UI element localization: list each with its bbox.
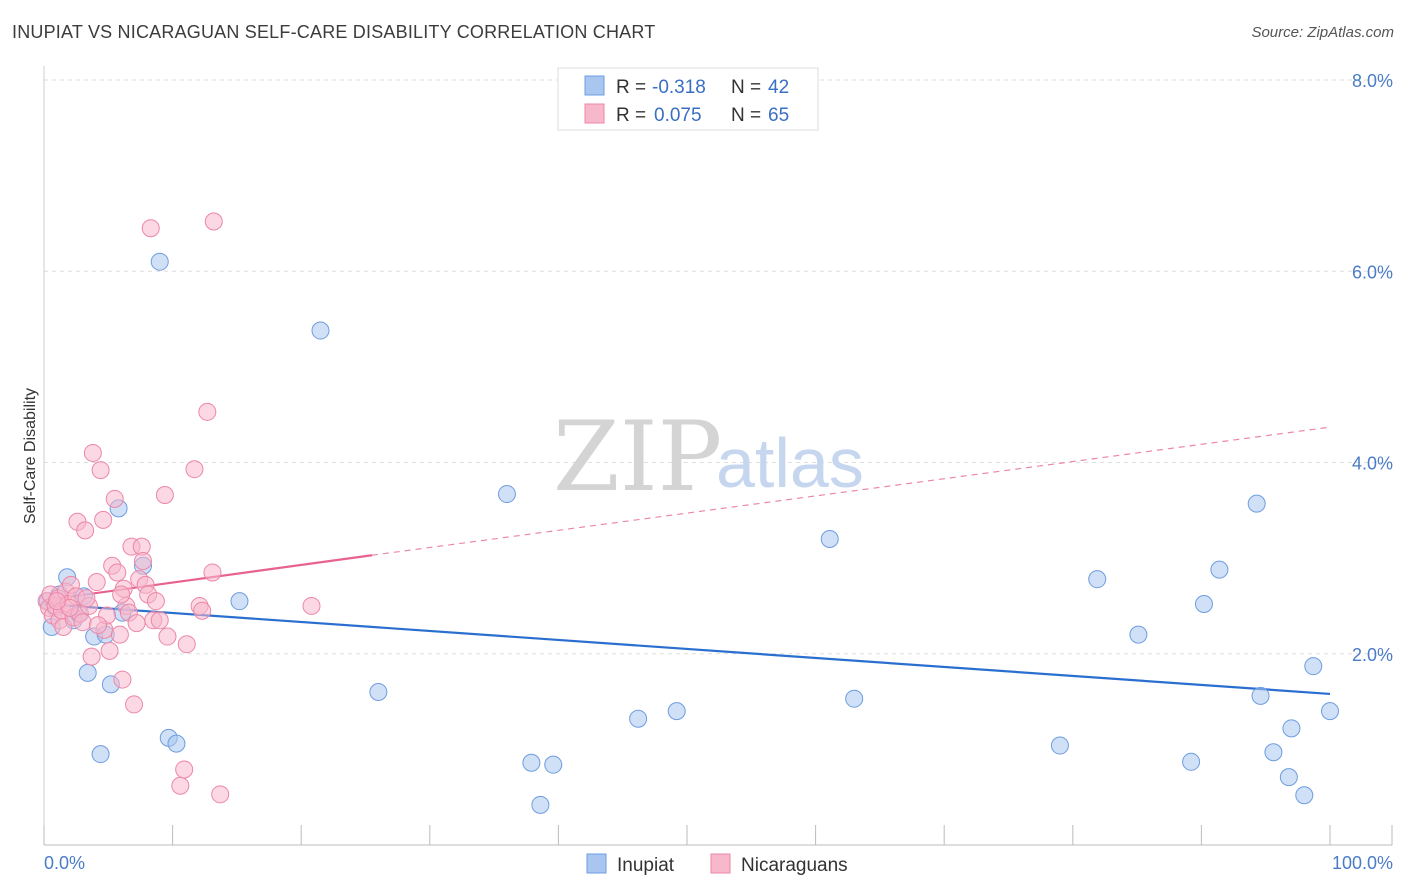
point-nicaraguans-47 [155, 486, 174, 505]
point-nicaraguans-48 [158, 627, 177, 646]
tick-labels: 2.0% 4.0% 6.0% 8.0% 0.0% 100.0% [44, 71, 1393, 873]
legend-n-label-1: N = [731, 105, 761, 126]
chart-title: INUPIAT VS NICARAGUAN SELF-CARE DISABILI… [12, 22, 656, 42]
y-tick-label-3: 8.0% [1352, 71, 1393, 91]
point-inupiat-26 [629, 709, 648, 728]
legend-r-value-0: -0.318 [652, 77, 706, 98]
point-inupiat-8 [78, 663, 97, 682]
watermark-zip-text: ZIP [553, 401, 722, 513]
point-inupiat-36 [1247, 494, 1266, 513]
point-nicaraguans-46 [150, 611, 169, 630]
y-tick-label-2: 6.0% [1352, 262, 1393, 282]
axes [43, 66, 1393, 846]
point-nicaraguans-50 [185, 460, 204, 479]
point-inupiat-35 [1210, 560, 1229, 579]
point-inupiat-30 [1050, 736, 1069, 755]
bottom-legend-swatch-inupiat [586, 853, 607, 874]
point-nicaraguans-22 [91, 461, 110, 480]
point-nicaraguans-36 [125, 695, 144, 714]
watermark-atlas-text: atlas [716, 424, 864, 502]
point-nicaraguans-16 [73, 613, 92, 632]
trend-line-nicaraguans-extension [371, 426, 1331, 556]
point-inupiat-25 [544, 755, 563, 774]
point-nicaraguans-26 [100, 641, 119, 660]
x-tick-label-0: 0.0% [44, 853, 85, 873]
y-tick-label-1: 4.0% [1352, 454, 1393, 474]
point-nicaraguans-53 [198, 402, 217, 421]
point-nicaraguans-57 [171, 776, 190, 795]
point-nicaraguans-23 [94, 510, 113, 529]
point-nicaraguans-19 [82, 647, 101, 666]
point-nicaraguans-49 [177, 635, 196, 654]
grid-lines [44, 79, 1392, 655]
point-inupiat-31 [1088, 570, 1107, 589]
point-nicaraguans-37 [127, 614, 146, 633]
legend-swatch-inupiat [584, 75, 605, 96]
point-inupiat-10 [91, 745, 110, 764]
legend-r-value-1: 0.075 [654, 105, 702, 126]
legend-n-value-1: 65 [768, 105, 789, 126]
legend: R = -0.318 N = 42 R = 0.075 N = 65 [557, 67, 819, 131]
point-nicaraguans-64 [89, 616, 108, 635]
legend-r-label-0: R = [616, 77, 646, 98]
bottom-legend-label-inupiat: Inupiat [617, 855, 675, 876]
trend-line-inupiat [43, 602, 1331, 696]
bottom-legend-swatch-nicaraguans [710, 853, 731, 874]
point-inupiat-39 [1279, 768, 1298, 787]
point-inupiat-38 [1264, 743, 1283, 762]
bottom-legend-label-nicaraguans: Nicaraguans [741, 855, 848, 876]
point-inupiat-34 [1194, 595, 1213, 614]
point-inupiat-18 [167, 734, 186, 753]
point-nicaraguans-29 [108, 563, 127, 582]
point-nicaraguans-62 [77, 589, 96, 608]
legend-n-value-0: 42 [768, 77, 789, 98]
watermark: ZIP atlas [553, 401, 864, 513]
point-inupiat-40 [1282, 719, 1301, 738]
point-nicaraguans-55 [204, 212, 223, 231]
point-nicaraguans-63 [112, 585, 131, 604]
point-nicaraguans-45 [146, 592, 165, 611]
data-points [37, 212, 1339, 814]
point-nicaraguans-31 [113, 670, 132, 689]
point-inupiat-42 [1304, 657, 1323, 676]
point-inupiat-20 [311, 321, 330, 340]
point-inupiat-41 [1295, 786, 1314, 805]
point-inupiat-23 [522, 753, 541, 772]
point-nicaraguans-21 [87, 573, 106, 592]
point-inupiat-29 [845, 689, 864, 708]
point-inupiat-33 [1182, 752, 1201, 771]
point-inupiat-37 [1251, 686, 1270, 705]
point-inupiat-27 [667, 702, 686, 721]
point-nicaraguans-28 [105, 489, 124, 508]
bottom-legend: Inupiat Nicaraguans [586, 853, 848, 876]
point-nicaraguans-30 [110, 625, 129, 644]
legend-n-label-0: N = [731, 77, 761, 98]
x-tick-label-1: 100.0% [1332, 853, 1393, 873]
point-nicaraguans-20 [83, 443, 102, 462]
point-inupiat-28 [820, 530, 839, 548]
legend-r-label-1: R = [616, 105, 646, 126]
y-axis-label: Self-Care Disability [22, 388, 39, 524]
point-nicaraguans-59 [302, 596, 321, 615]
point-nicaraguans-56 [211, 785, 230, 804]
point-nicaraguans-54 [203, 563, 222, 582]
point-inupiat-22 [497, 485, 516, 504]
point-inupiat-43 [1321, 702, 1339, 721]
point-inupiat-32 [1129, 625, 1148, 644]
legend-swatch-nicaraguans [584, 103, 605, 124]
point-inupiat-24 [531, 795, 550, 814]
point-inupiat-16 [150, 252, 169, 271]
point-nicaraguans-40 [134, 551, 153, 570]
point-nicaraguans-61 [47, 592, 66, 611]
y-tick-label-0: 2.0% [1352, 645, 1393, 665]
point-nicaraguans-43 [141, 219, 160, 238]
point-nicaraguans-52 [193, 601, 212, 620]
point-nicaraguans-58 [175, 760, 194, 779]
point-inupiat-19 [230, 592, 249, 611]
source-label: Source: ZipAtlas.com [1251, 24, 1394, 41]
point-inupiat-21 [369, 683, 388, 701]
point-nicaraguans-17 [76, 521, 95, 540]
